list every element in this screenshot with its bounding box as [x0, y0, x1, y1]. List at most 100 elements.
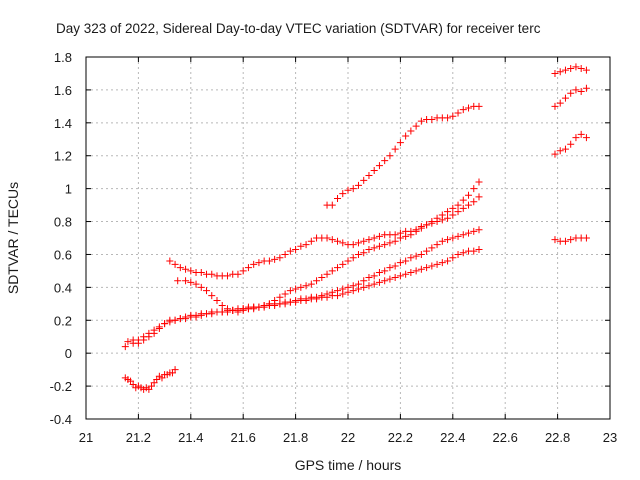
- data-point: [428, 244, 436, 252]
- data-point: [551, 69, 559, 77]
- data-point: [349, 185, 357, 193]
- data-point: [328, 288, 336, 296]
- data-point: [218, 301, 226, 309]
- data-point: [402, 257, 410, 265]
- y-tick-label: 1: [65, 182, 72, 197]
- data-point: [412, 122, 420, 130]
- data-point: [365, 273, 373, 281]
- x-tick-label: 21.6: [231, 430, 256, 445]
- y-tick-label: 1.8: [54, 50, 72, 65]
- data-point: [281, 250, 289, 258]
- y-tick-label: 1.4: [54, 116, 72, 131]
- data-point: [155, 325, 163, 332]
- data-point: [391, 237, 399, 245]
- data-point: [197, 311, 205, 319]
- y-tick-label: -0.4: [50, 412, 72, 427]
- data-point: [449, 204, 457, 212]
- data-point: [328, 236, 336, 244]
- data-point: [375, 242, 383, 250]
- data-point: [208, 270, 216, 278]
- data-point: [454, 201, 462, 209]
- data-point: [334, 287, 342, 295]
- data-point: [444, 114, 452, 122]
- data-point: [402, 132, 410, 140]
- data-point: [551, 236, 559, 244]
- data-point: [454, 208, 462, 216]
- data-point: [265, 257, 273, 265]
- data-point: [302, 241, 310, 249]
- y-tick-label: 0: [65, 346, 72, 361]
- data-point: [417, 250, 425, 258]
- data-point: [433, 241, 441, 249]
- data-point: [381, 267, 389, 275]
- data-point: [572, 63, 580, 71]
- data-point: [192, 280, 200, 288]
- data-point: [197, 283, 205, 291]
- data-point: [428, 262, 436, 270]
- data-point: [174, 277, 182, 285]
- data-point: [360, 277, 368, 285]
- data-point: [307, 237, 315, 245]
- data-point: [459, 106, 467, 114]
- data-point: [572, 86, 580, 94]
- data-point: [582, 134, 590, 142]
- data-point: [459, 196, 467, 204]
- data-point: [459, 231, 467, 239]
- series-10: [551, 234, 590, 245]
- data-point: [444, 214, 452, 222]
- y-tick-label: 0.2: [54, 313, 72, 328]
- data-point: [334, 264, 342, 272]
- data-point: [417, 224, 425, 232]
- data-point: [150, 329, 158, 337]
- x-tick-label: 22: [341, 430, 355, 445]
- data-point: [166, 257, 174, 265]
- data-point: [213, 297, 221, 305]
- data-point: [161, 320, 169, 328]
- y-axis-label: SDTVAR / TECUs: [5, 182, 21, 294]
- data-point: [407, 269, 415, 277]
- y-tick-label: 0.6: [54, 247, 72, 262]
- data-point: [402, 232, 410, 240]
- data-point: [561, 94, 569, 102]
- data-point: [386, 275, 394, 283]
- data-point: [223, 305, 231, 313]
- series-6: [323, 102, 483, 209]
- data-point: [281, 290, 289, 298]
- data-point: [323, 270, 331, 278]
- data-point: [318, 292, 326, 300]
- data-point: [375, 278, 383, 286]
- y-tick-label: 0.8: [54, 215, 72, 230]
- data-point: [208, 292, 216, 300]
- data-point: [365, 236, 373, 244]
- y-tick-label: -0.2: [50, 379, 72, 394]
- data-point: [286, 247, 294, 255]
- data-point: [292, 246, 300, 254]
- y-tick-label: 1.6: [54, 83, 72, 98]
- data-point: [192, 313, 200, 321]
- data-point: [567, 236, 575, 244]
- data-point: [567, 65, 575, 73]
- data-point: [567, 140, 575, 148]
- data-point: [375, 162, 383, 170]
- data-point: [454, 232, 462, 240]
- data-point: [218, 308, 226, 316]
- data-point: [344, 257, 352, 265]
- data-point: [276, 300, 284, 308]
- data-point: [349, 254, 357, 262]
- data-point: [203, 287, 211, 295]
- data-point: [423, 264, 431, 272]
- data-point: [375, 269, 383, 277]
- data-point: [286, 298, 294, 306]
- data-point: [187, 278, 195, 286]
- data-point: [354, 280, 362, 288]
- data-point: [582, 84, 590, 92]
- data-point: [255, 303, 263, 311]
- x-tick-label: 21.4: [178, 430, 203, 445]
- data-point: [556, 99, 564, 107]
- data-point: [423, 247, 431, 255]
- data-point: [391, 262, 399, 270]
- data-point: [433, 214, 441, 222]
- data-point: [465, 201, 473, 209]
- data-point: [339, 285, 347, 293]
- x-tick-label: 21: [79, 430, 93, 445]
